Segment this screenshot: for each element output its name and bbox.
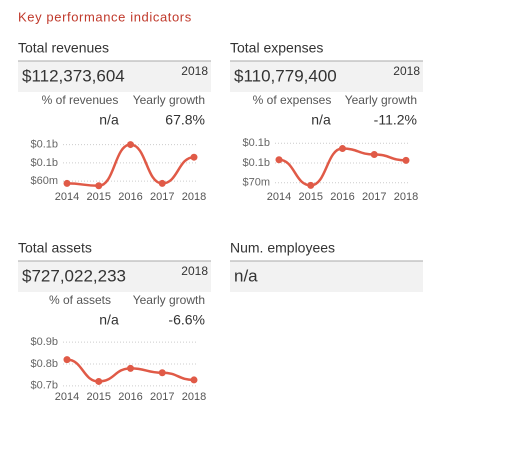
x-tick-label: 2015 bbox=[87, 391, 111, 403]
share-label: % of assets bbox=[49, 293, 111, 307]
value-box bbox=[230, 61, 423, 92]
data-point bbox=[339, 145, 346, 153]
x-tick-label: 2017 bbox=[362, 191, 386, 203]
value-box bbox=[18, 61, 211, 92]
data-point bbox=[127, 364, 134, 372]
y-tick-label: $0.1b bbox=[30, 138, 58, 150]
x-tick-label: 2015 bbox=[87, 191, 111, 203]
data-point bbox=[127, 141, 134, 149]
x-tick-label: 2015 bbox=[299, 191, 323, 203]
value-box bbox=[18, 261, 211, 292]
panel-title: Key performance indicators bbox=[18, 9, 192, 24]
y-tick-label: $0.7b bbox=[30, 380, 58, 392]
growth-value: -11.2% bbox=[374, 112, 417, 128]
x-tick-label: 2016 bbox=[330, 191, 354, 203]
share-label: % of expenses bbox=[253, 93, 332, 107]
data-point bbox=[402, 156, 410, 164]
x-tick-label: 2018 bbox=[182, 391, 206, 403]
y-tick-label: $0.1b bbox=[242, 157, 270, 169]
data-point bbox=[158, 369, 166, 377]
growth-value: 67.8% bbox=[165, 112, 205, 128]
share-label: % of revenues bbox=[42, 93, 119, 107]
x-tick-label: 2017 bbox=[150, 391, 174, 403]
x-tick-label: 2016 bbox=[118, 391, 142, 403]
data-point bbox=[370, 150, 378, 158]
share-value: n/a bbox=[311, 112, 331, 128]
growth-value: -6.6% bbox=[168, 312, 205, 328]
data-point bbox=[190, 376, 198, 384]
card-label: Num. employees bbox=[230, 240, 335, 256]
growth-label: Yearly growth bbox=[345, 93, 417, 107]
card-value: $110,779,400 bbox=[234, 66, 337, 85]
card-year: 2018 bbox=[181, 64, 208, 78]
value-box bbox=[230, 261, 423, 292]
x-tick-label: 2017 bbox=[150, 191, 174, 203]
card-year: 2018 bbox=[393, 64, 420, 78]
y-tick-label: $0.1b bbox=[30, 157, 58, 169]
card-value: $112,373,604 bbox=[22, 66, 125, 85]
y-tick-label: $0.1b bbox=[242, 137, 270, 149]
growth-label: Yearly growth bbox=[133, 93, 205, 107]
y-tick-label: $0.8b bbox=[30, 358, 58, 370]
share-value: n/a bbox=[99, 312, 119, 328]
card-value: n/a bbox=[234, 266, 258, 285]
trend-line bbox=[66, 143, 195, 187]
data-point bbox=[190, 153, 198, 161]
data-point bbox=[63, 179, 71, 187]
card-label: Total revenues bbox=[18, 40, 109, 56]
card-label: Total expenses bbox=[230, 40, 323, 56]
x-tick-label: 2014 bbox=[55, 191, 79, 203]
trend-line bbox=[278, 147, 407, 187]
data-point bbox=[95, 182, 103, 190]
data-point bbox=[307, 181, 315, 189]
x-tick-label: 2018 bbox=[394, 191, 418, 203]
x-tick-label: 2014 bbox=[55, 391, 79, 403]
data-point bbox=[63, 356, 71, 364]
x-tick-label: 2014 bbox=[267, 191, 291, 203]
share-value: n/a bbox=[99, 112, 119, 128]
y-tick-label: $70m bbox=[242, 177, 270, 189]
card-value: $727,022,233 bbox=[22, 266, 126, 285]
y-tick-label: $60m bbox=[30, 175, 58, 187]
x-tick-label: 2018 bbox=[182, 191, 206, 203]
data-point bbox=[275, 156, 283, 164]
card-year: 2018 bbox=[181, 264, 208, 278]
x-tick-label: 2016 bbox=[118, 191, 142, 203]
growth-label: Yearly growth bbox=[133, 293, 205, 307]
data-point bbox=[158, 179, 166, 187]
data-point bbox=[95, 377, 103, 385]
card-label: Total assets bbox=[18, 240, 92, 256]
y-tick-label: $0.9b bbox=[30, 336, 58, 348]
